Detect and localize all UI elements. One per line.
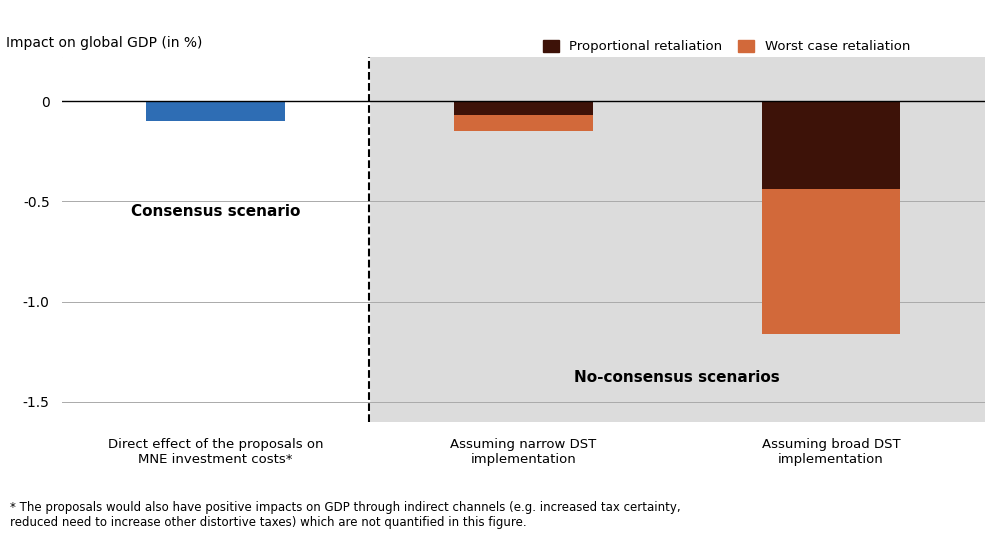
Text: Impact on global GDP (in %): Impact on global GDP (in %): [6, 36, 202, 50]
Bar: [146, 101, 285, 121]
Text: Consensus scenario: Consensus scenario: [131, 204, 300, 219]
Bar: [62, 57, 369, 422]
Bar: [762, 101, 900, 190]
Legend: Proportional retaliation, Worst case retaliation: Proportional retaliation, Worst case ret…: [538, 35, 915, 59]
Bar: [454, 115, 593, 131]
Bar: [762, 190, 900, 334]
Text: * The proposals would also have positive impacts on GDP through indirect channel: * The proposals would also have positive…: [10, 501, 681, 529]
Bar: [454, 101, 593, 115]
Text: No-consensus scenarios: No-consensus scenarios: [574, 370, 780, 385]
